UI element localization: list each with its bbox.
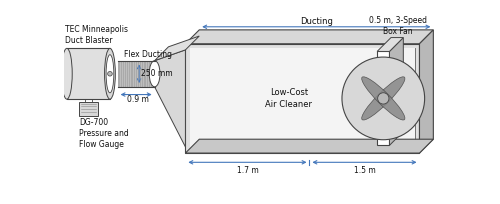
Text: 1.5 m: 1.5 m bbox=[354, 166, 376, 175]
Ellipse shape bbox=[362, 77, 405, 120]
Polygon shape bbox=[190, 48, 415, 149]
Circle shape bbox=[342, 57, 424, 140]
Polygon shape bbox=[154, 36, 200, 61]
Bar bbox=[67, 48, 110, 99]
Ellipse shape bbox=[149, 61, 160, 87]
Polygon shape bbox=[186, 44, 420, 153]
Ellipse shape bbox=[62, 48, 72, 99]
Circle shape bbox=[378, 93, 389, 104]
Ellipse shape bbox=[362, 77, 405, 120]
Polygon shape bbox=[190, 48, 415, 149]
Ellipse shape bbox=[104, 48, 116, 99]
Bar bbox=[118, 61, 154, 87]
Ellipse shape bbox=[106, 55, 114, 93]
Circle shape bbox=[108, 71, 112, 76]
Text: 250 mm: 250 mm bbox=[140, 69, 172, 78]
Text: 0.5 m, 3-Speed
Box Fan: 0.5 m, 3-Speed Box Fan bbox=[369, 16, 427, 36]
Polygon shape bbox=[186, 30, 434, 44]
Bar bbox=[79, 102, 98, 116]
Bar bbox=[377, 51, 390, 145]
Polygon shape bbox=[390, 38, 404, 145]
Text: TEC Minneapolis
Duct Blaster: TEC Minneapolis Duct Blaster bbox=[66, 25, 128, 45]
Text: 0.9 m: 0.9 m bbox=[126, 95, 148, 104]
Text: Ducting: Ducting bbox=[300, 17, 332, 26]
Text: Low-Cost
Air Cleaner: Low-Cost Air Cleaner bbox=[266, 88, 312, 109]
Text: 1.7 m: 1.7 m bbox=[236, 166, 258, 175]
Text: DG-700
Pressure and
Flow Gauge: DG-700 Pressure and Flow Gauge bbox=[79, 118, 129, 149]
Polygon shape bbox=[420, 30, 434, 153]
Text: Flex Ducting: Flex Ducting bbox=[124, 50, 172, 59]
Polygon shape bbox=[377, 38, 404, 51]
Polygon shape bbox=[154, 50, 186, 147]
Polygon shape bbox=[186, 139, 434, 153]
